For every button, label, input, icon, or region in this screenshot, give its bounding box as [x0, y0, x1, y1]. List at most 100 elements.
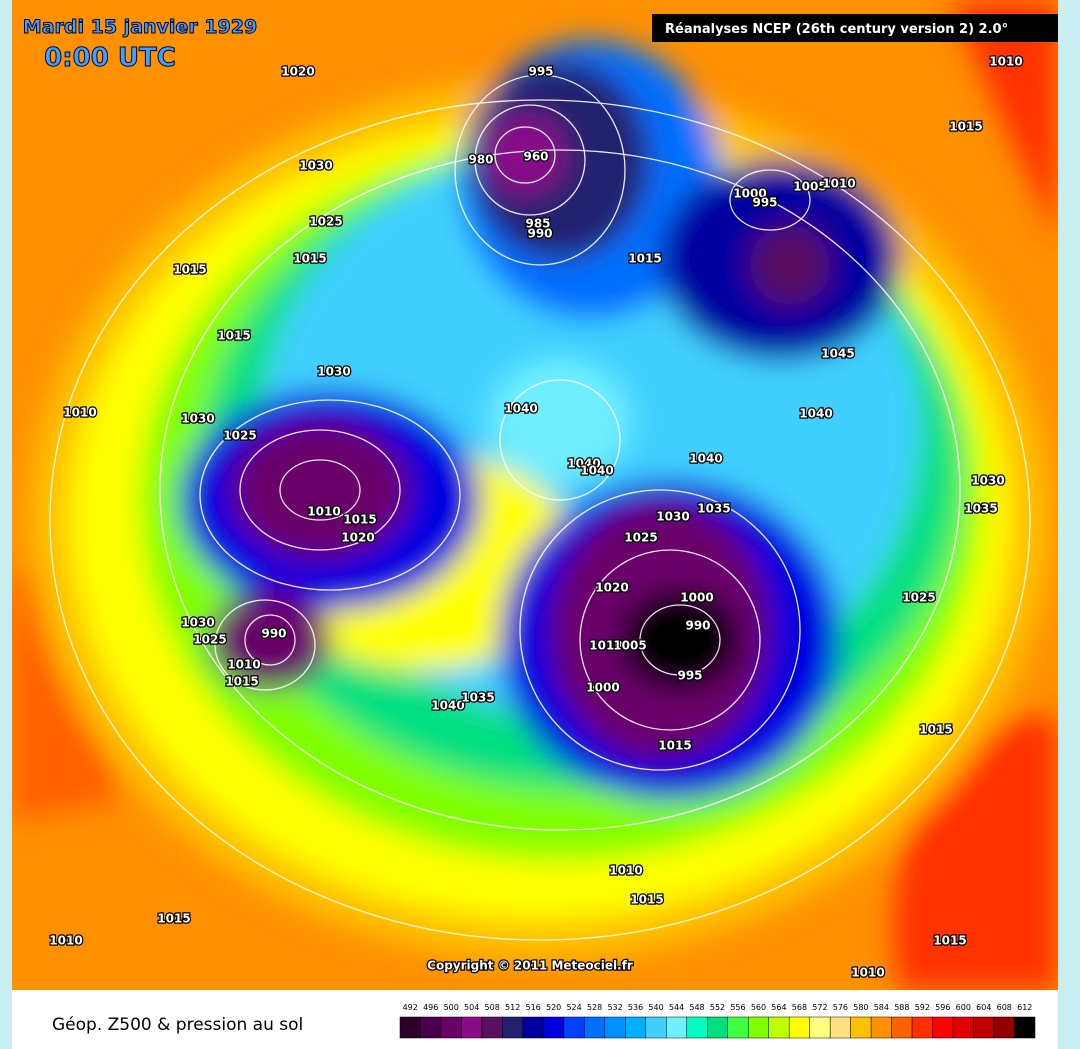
- isobar-label: 1020: [341, 531, 374, 545]
- isobar-label: 1015: [630, 893, 663, 907]
- legend-swatch: [788, 1016, 810, 1039]
- legend-swatch: [829, 1016, 851, 1039]
- isobar-label: 1030: [656, 510, 689, 524]
- isobar-label: 1040: [504, 402, 537, 416]
- isobar-label: 1030: [299, 159, 332, 173]
- legend-tick-label: 504: [464, 1003, 479, 1012]
- map: 1020 1030 1025 1015 1015 1015 1030 1010 1030 1025…: [12, 0, 1058, 990]
- isobars: [49, 74, 1031, 941]
- isobar-label: 1015: [933, 934, 966, 948]
- legend-swatch: [543, 1016, 565, 1039]
- isobar-label: 1030: [317, 365, 350, 379]
- legend-swatch: [891, 1016, 913, 1039]
- isobar-label: 1025: [624, 531, 657, 545]
- legend-tick-label: 596: [935, 1003, 950, 1012]
- isobar-label: 1025: [309, 215, 342, 229]
- isobar-label: 1005: [613, 639, 646, 653]
- legend-tick-label: 540: [648, 1003, 663, 1012]
- legend-swatch: [399, 1016, 421, 1039]
- isobar-label: 1010: [609, 864, 642, 878]
- isobar-label: 990: [527, 227, 552, 241]
- legend-tick-label: 584: [874, 1003, 889, 1012]
- legend-tick-label: 564: [771, 1003, 786, 1012]
- legend-swatch: [850, 1016, 872, 1039]
- isobar-label: 1010: [989, 55, 1022, 69]
- legend-tick-label: 516: [526, 1003, 541, 1012]
- isobar-label: 1015: [949, 120, 982, 134]
- time: 0:00 UTC: [44, 43, 176, 73]
- isobar-label: 995: [752, 196, 777, 210]
- isobar-label: 1010: [307, 505, 340, 519]
- legend-swatch: [727, 1016, 749, 1039]
- legend-tick-label: 508: [485, 1003, 500, 1012]
- isobar-label: 1025: [902, 591, 935, 605]
- isobar-label: 1015: [628, 252, 661, 266]
- legend-swatch: [420, 1016, 442, 1039]
- legend-swatch: [686, 1016, 708, 1039]
- legend-swatch: [625, 1016, 647, 1039]
- legend-tick-label: 552: [710, 1003, 725, 1012]
- legend-tick-label: 528: [587, 1003, 602, 1012]
- legend-tick-label: 520: [546, 1003, 561, 1012]
- source: Réanalyses NCEP (26th century version 2)…: [665, 22, 1008, 37]
- isobar-label: 985: [525, 217, 550, 231]
- isobar-label: 1015: [217, 329, 250, 343]
- legend-swatch: [809, 1016, 831, 1039]
- isobar-label: 1025: [193, 633, 226, 647]
- copyright: Copyright © 2011 Meteociel.fr: [427, 959, 633, 973]
- legend-tick-label: 612: [1017, 1003, 1032, 1012]
- isobar-label: 1015: [919, 723, 952, 737]
- isobar-label: 1015: [225, 675, 258, 689]
- legend-swatch: [666, 1016, 688, 1039]
- isobar-label: 1010: [227, 658, 260, 672]
- isobar-label: 995: [528, 65, 553, 79]
- legend-swatch: [973, 1016, 995, 1039]
- isobar-label: 1020: [595, 581, 628, 595]
- legend-swatch: [645, 1016, 667, 1039]
- isobar-label: 1010: [63, 406, 96, 420]
- legend-tick-label: 568: [792, 1003, 807, 1012]
- legend-swatch: [584, 1016, 606, 1039]
- isobar-label: 995: [677, 669, 702, 683]
- legend-swatch: [461, 1016, 483, 1039]
- isobar-label: 1000: [680, 591, 713, 605]
- legend-swatch: [502, 1016, 524, 1039]
- isobar-label: 1010: [589, 639, 622, 653]
- legend-tick-label: 556: [730, 1003, 745, 1012]
- legend-tick-label: 608: [997, 1003, 1012, 1012]
- isobar-label: 1000: [733, 187, 766, 201]
- isobar-label: 1040: [580, 464, 613, 478]
- legend-tick-label: 604: [976, 1003, 991, 1012]
- isobar-label: 1025: [223, 429, 256, 443]
- isobar-label: 1035: [697, 502, 730, 516]
- legend-tick-label: 500: [444, 1003, 459, 1012]
- isobar-label: 1020: [281, 65, 314, 79]
- legend-swatch: [707, 1016, 728, 1039]
- isobar-label: 980: [468, 153, 493, 167]
- legend-swatch: [522, 1016, 544, 1039]
- isobar-label: 1015: [173, 263, 206, 277]
- legend-swatch: [604, 1016, 626, 1039]
- legend-swatch: [768, 1016, 790, 1039]
- isobar-label: 990: [685, 619, 710, 633]
- isobar-label: 1040: [689, 452, 722, 466]
- legend-tick-label: 572: [812, 1003, 827, 1012]
- legend-tick-label: 548: [689, 1003, 704, 1012]
- isobar-label: 1010: [49, 934, 82, 948]
- isobar-label: 1005: [793, 180, 826, 194]
- isobar-label: 1035: [964, 502, 997, 516]
- legend-tick-label: 576: [833, 1003, 848, 1012]
- legend-tick-label: 492: [403, 1003, 418, 1012]
- legend-swatch: [440, 1016, 462, 1039]
- legend-tick-label: 524: [566, 1003, 581, 1012]
- isobar-label: 1040: [799, 407, 832, 421]
- date: Mardi 15 janvier 1929: [23, 16, 257, 38]
- isobar-label: 1010: [822, 177, 855, 191]
- legend-tick-label: 544: [669, 1003, 684, 1012]
- source-banner: [652, 14, 1058, 42]
- legend-swatch: [747, 1016, 769, 1039]
- isobar-label: 1010: [851, 966, 884, 980]
- isobar-label: 1030: [181, 412, 214, 426]
